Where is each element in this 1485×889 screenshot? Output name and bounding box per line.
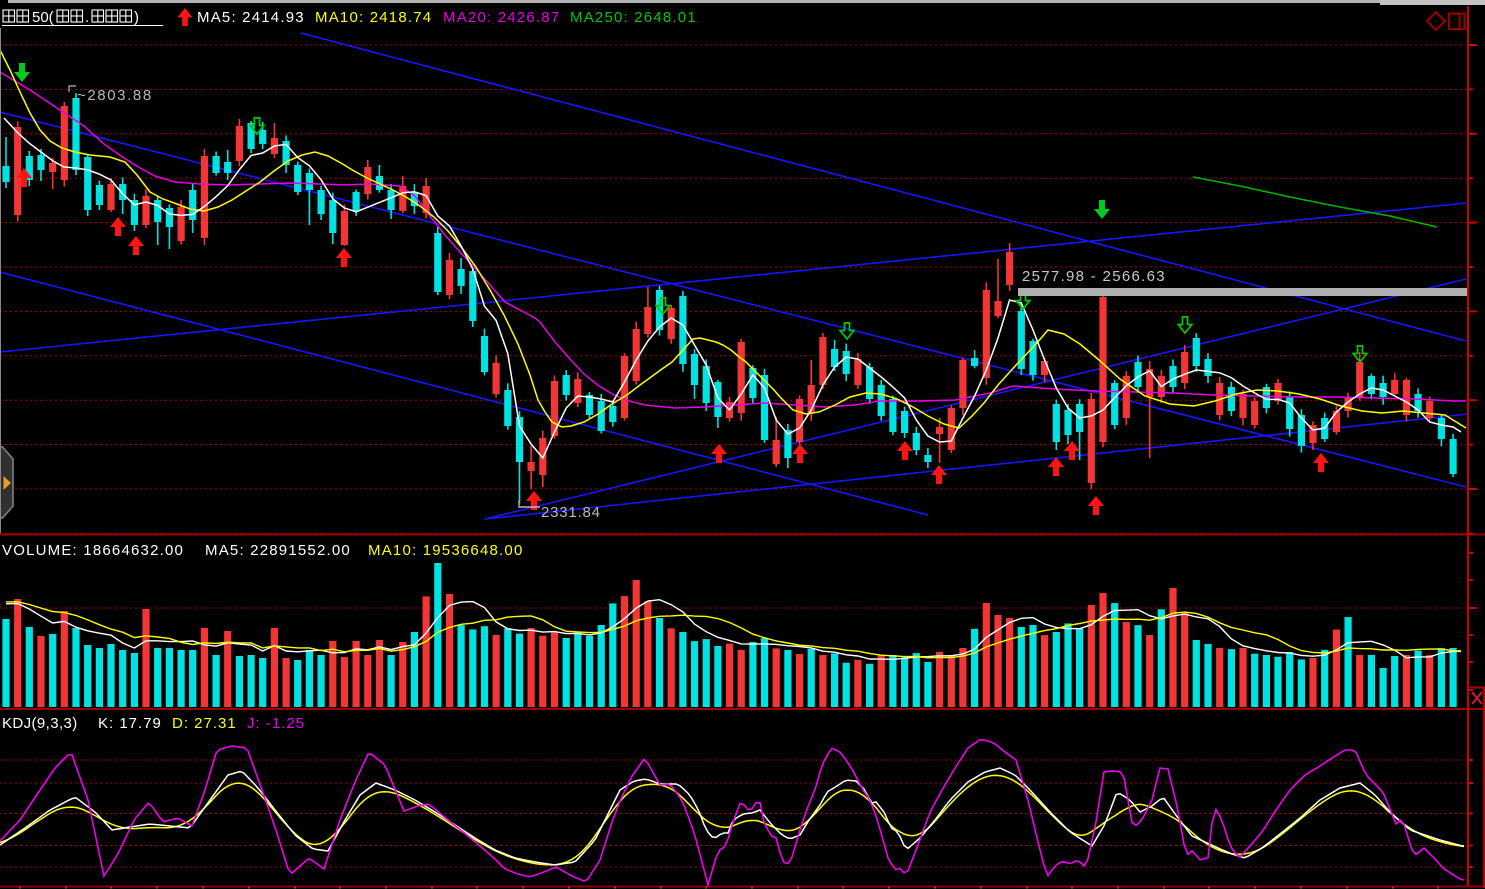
svg-text:MA20: 2426.87: MA20: 2426.87	[443, 9, 560, 26]
svg-text:2331.84: 2331.84	[541, 504, 601, 521]
svg-text:2577.98 - 2566.63: 2577.98 - 2566.63	[1022, 268, 1166, 285]
svg-text:D: 27.31: D: 27.31	[172, 715, 237, 732]
svg-text:MA5: 22891552.00: MA5: 22891552.00	[205, 542, 351, 559]
svg-text:.: .	[85, 9, 89, 26]
svg-text:MA10: 2418.74: MA10: 2418.74	[315, 9, 432, 26]
svg-text:~2803.88: ~2803.88	[77, 87, 153, 104]
svg-text:VOLUME: 18664632.00: VOLUME: 18664632.00	[2, 542, 184, 559]
svg-text:MA250: 2648.01: MA250: 2648.01	[570, 9, 697, 26]
svg-text:MA5: 2414.93: MA5: 2414.93	[197, 9, 305, 26]
svg-text:): )	[134, 9, 139, 26]
svg-text:K: 17.79: K: 17.79	[98, 715, 162, 732]
svg-text:KDJ(9,3,3): KDJ(9,3,3)	[2, 715, 78, 732]
svg-text:J: -1.25: J: -1.25	[247, 715, 305, 732]
svg-text:MA10: 19536648.00: MA10: 19536648.00	[368, 542, 524, 559]
svg-text:50(: 50(	[32, 9, 54, 26]
